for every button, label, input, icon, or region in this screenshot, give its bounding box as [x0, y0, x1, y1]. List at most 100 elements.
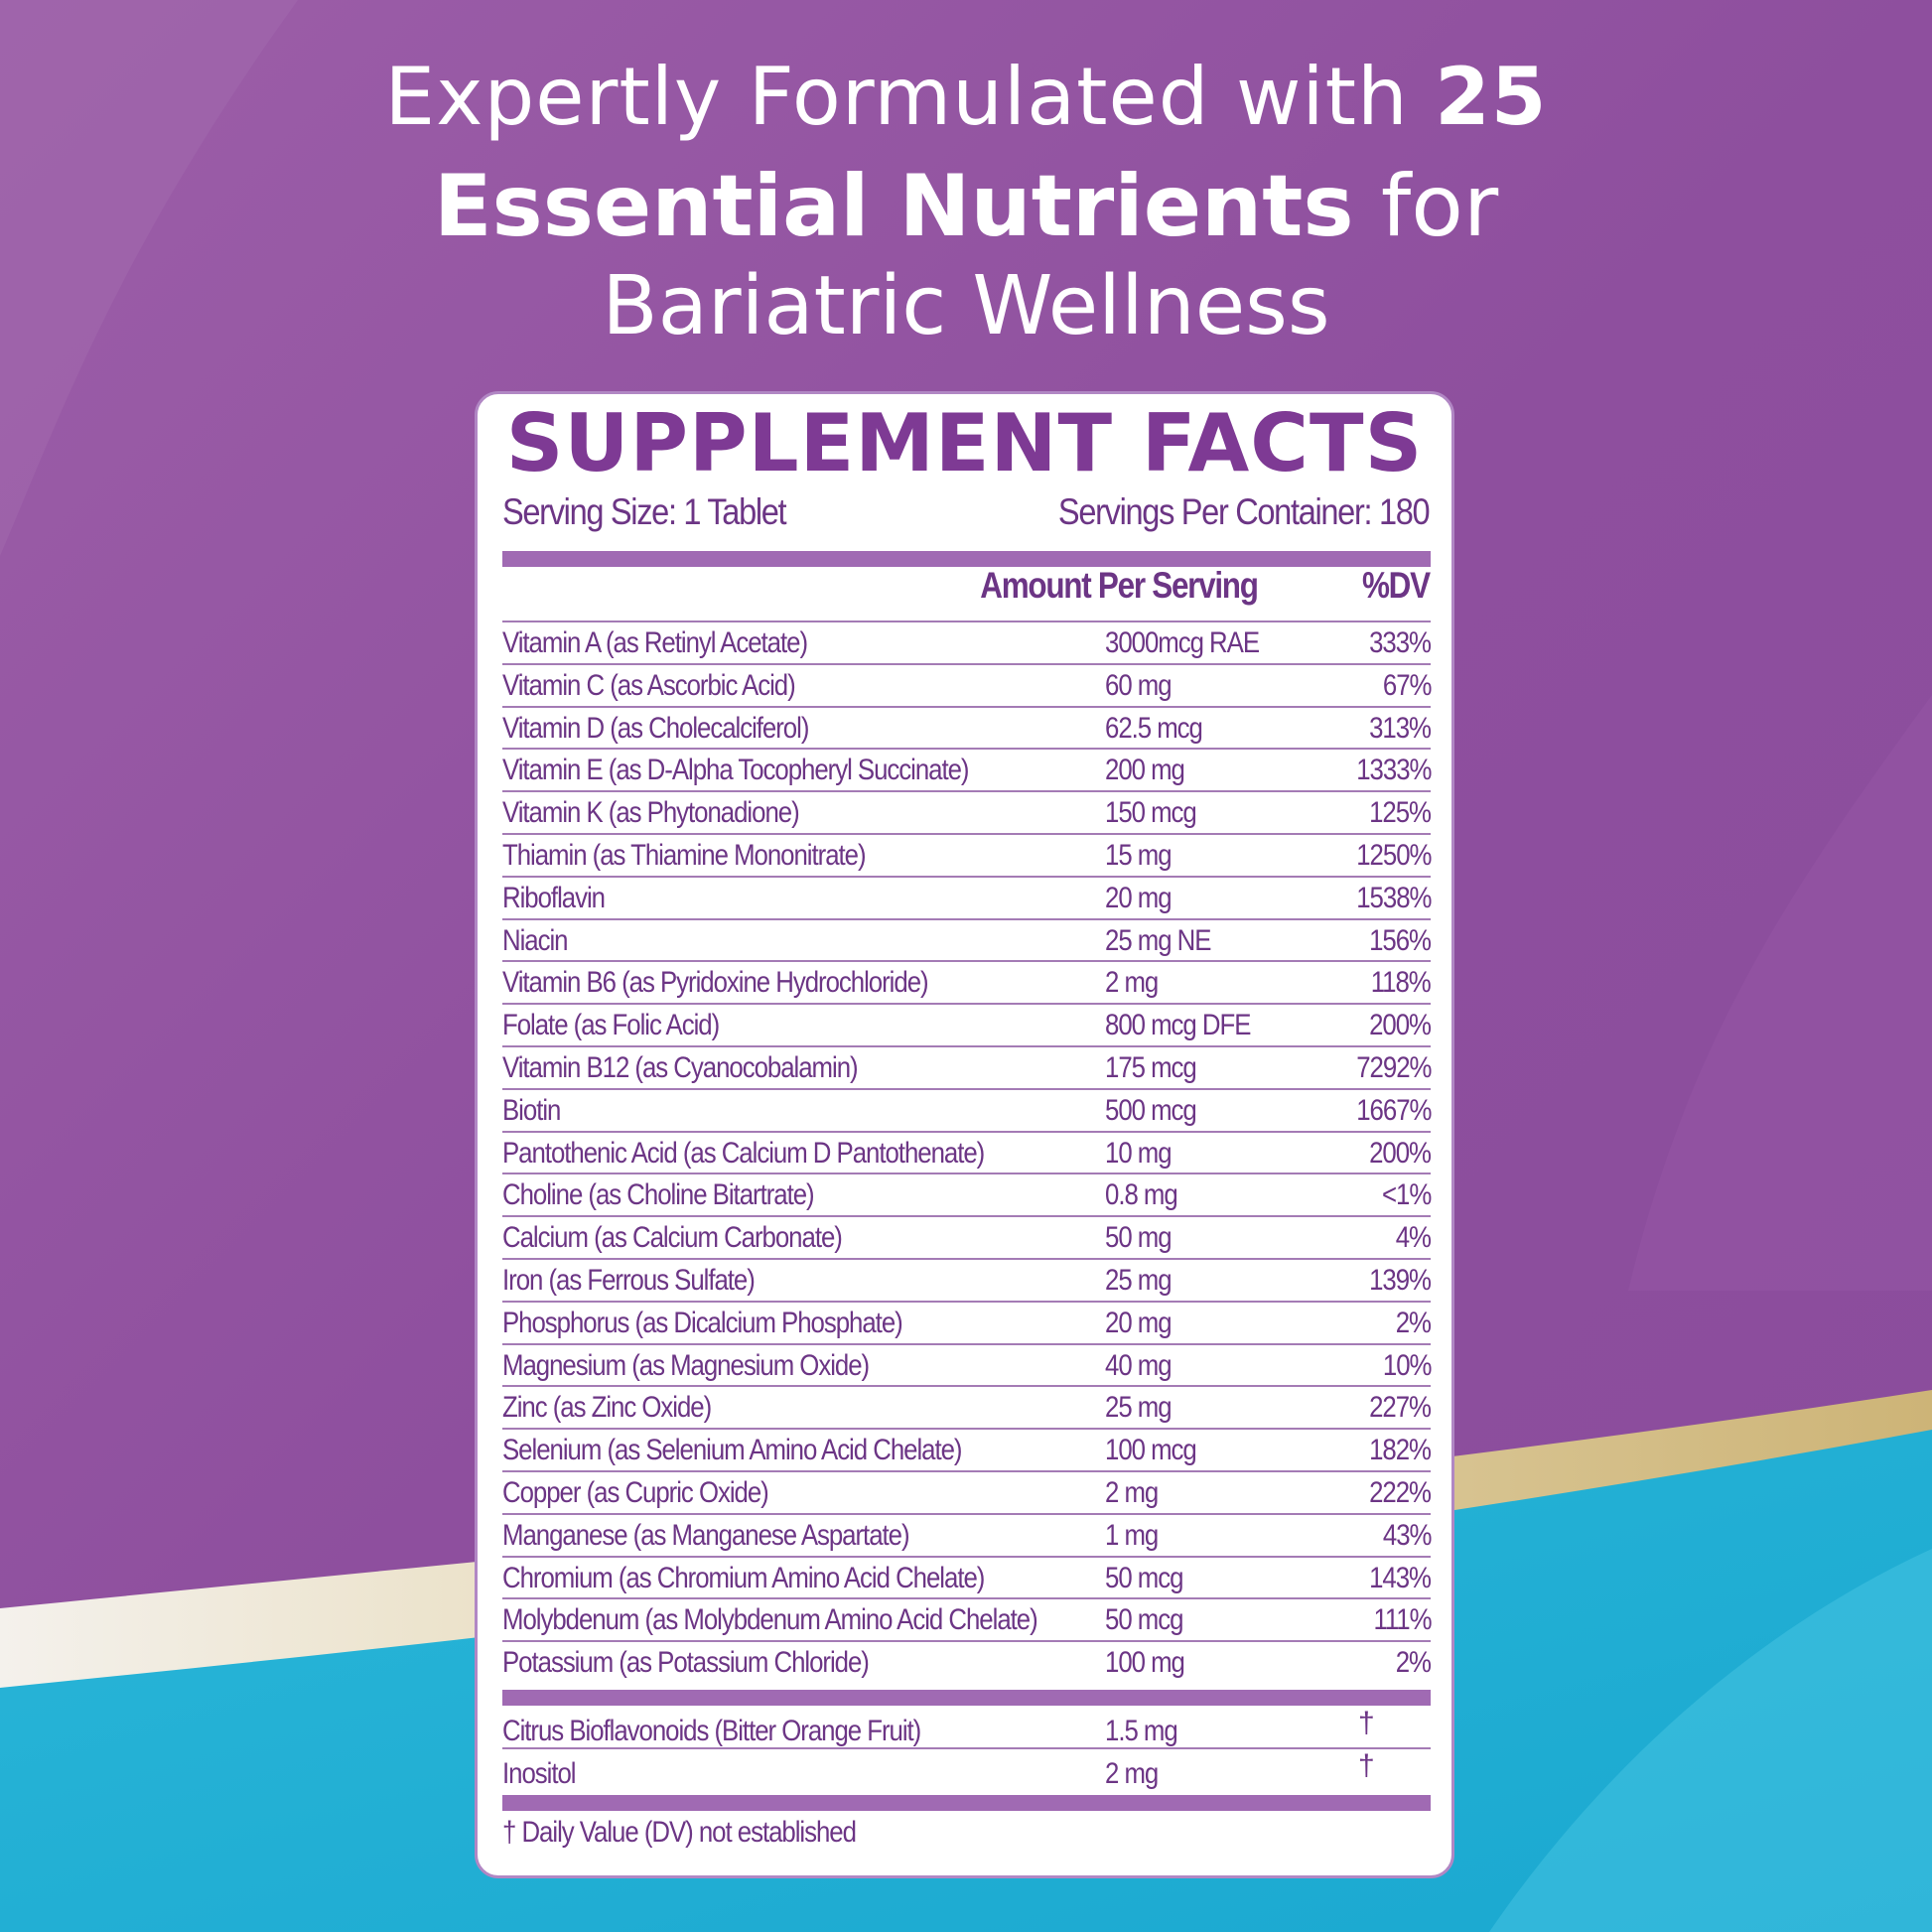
- nutrient-name: Phosphorus (as Dicalcium Phosphate): [502, 1306, 903, 1339]
- nutrient-name: Vitamin B12 (as Cyanocobalamin): [502, 1050, 859, 1084]
- headline-line-1: Expertly Formulated with 25: [384, 51, 1548, 143]
- nutrient-name: Iron (as Ferrous Sulfate): [502, 1263, 756, 1297]
- serving-size: Serving Size: 1 Tablet: [502, 491, 787, 532]
- nutrient-name: Folate (as Folic Acid): [502, 1009, 720, 1042]
- nutrient-amount: 200 mg: [1105, 754, 1185, 787]
- table-row: Magnesium (as Magnesium Oxide) 40 mg 10%: [502, 1342, 1432, 1386]
- nutrient-name: Calcium (as Calcium Carbonate): [502, 1221, 843, 1255]
- table-row: Molybdenum (as Molybdenum Amino Acid Che…: [502, 1597, 1432, 1640]
- nutrient-dv: 111%: [1372, 1603, 1432, 1637]
- nutrient-amount: 20 mg: [1105, 881, 1173, 914]
- nutrient-amount: 3000mcg RAE: [1105, 626, 1260, 659]
- nutrient-dv: 313%: [1369, 711, 1432, 745]
- footnote: † Daily Value (DV) not established: [502, 1816, 857, 1849]
- table-row: Phosphorus (as Dicalcium Phosphate) 20 mg…: [502, 1300, 1432, 1343]
- nutrient-amount: 50 mcg: [1105, 1561, 1183, 1594]
- nutrient-dv: 143%: [1369, 1561, 1432, 1594]
- nutrient-name: Thiamin (as Thiamine Mononitrate): [502, 838, 867, 872]
- nutrient-amount: 100 mcg: [1105, 1434, 1197, 1467]
- nutrient-amount: 500 mcg: [1105, 1093, 1197, 1127]
- table-row: Vitamin K (as Phytonadione) 150 mcg 125%: [502, 790, 1432, 833]
- nutrient-amount: 40 mg: [1105, 1348, 1173, 1382]
- divider-bar-middle: [502, 1690, 1431, 1706]
- column-header-dv: %DV: [1362, 565, 1431, 606]
- nutrient-dv: 67%: [1382, 668, 1432, 702]
- table-row: Potassium (as Potassium Chloride) 100 mg 2…: [502, 1640, 1432, 1683]
- nutrient-dv: 7292%: [1355, 1050, 1432, 1084]
- headline-line-2: Essential Nutrients for: [433, 157, 1499, 256]
- nutrient-dv: 1250%: [1355, 838, 1432, 872]
- nutrient-name: Choline (as Choline Bitartrate): [502, 1178, 815, 1212]
- table-row: Vitamin B12 (as Cyanocobalamin) 175 mcg 72…: [502, 1044, 1432, 1088]
- nutrient-dv: 125%: [1369, 796, 1432, 830]
- ingredient-name: Citrus Bioflavonoids (Bitter Orange Frui…: [502, 1715, 921, 1747]
- nutrient-amount: 2 mg: [1105, 966, 1159, 1000]
- table-row: Vitamin D (as Cholecalciferol) 62.5 mcg 31…: [502, 705, 1432, 749]
- nutrient-name: Vitamin B6 (as Pyridoxine Hydrochloride): [502, 966, 929, 1000]
- table-row: Riboflavin 20 mg 1538%: [502, 875, 1432, 918]
- nutrient-dv: 333%: [1369, 626, 1432, 659]
- nutrient-dv: 10%: [1382, 1348, 1432, 1382]
- nutrient-dv: 43%: [1382, 1518, 1432, 1552]
- ingredient-amount: 2 mg: [1105, 1757, 1159, 1790]
- table-row: Calcium (as Calcium Carbonate) 50 mg 4%: [502, 1215, 1432, 1258]
- nutrient-amount: 50 mg: [1105, 1221, 1173, 1255]
- nutrient-amount: 25 mg: [1105, 1263, 1173, 1297]
- nutrient-name: Zinc (as Zinc Oxide): [502, 1391, 712, 1425]
- nutrient-name: Vitamin C (as Ascorbic Acid): [502, 668, 796, 702]
- nutrient-name: Biotin: [502, 1093, 561, 1127]
- table-row: Manganese (as Manganese Aspartate) 1 mg 43…: [502, 1512, 1432, 1556]
- nutrient-amount: 25 mg: [1105, 1391, 1173, 1425]
- nutrient-amount: 100 mg: [1105, 1646, 1185, 1680]
- ingredient-name: Inositol: [502, 1757, 577, 1790]
- divider-bar-top: [502, 551, 1431, 567]
- column-header-amount: Amount Per Serving: [980, 565, 1260, 606]
- headline-line-3: Bariatric Wellness: [602, 259, 1330, 353]
- nutrient-dv: 4%: [1395, 1221, 1432, 1255]
- table-row: Vitamin B6 (as Pyridoxine Hydrochloride)…: [502, 960, 1432, 1003]
- nutrient-amount: 62.5 mcg: [1105, 711, 1203, 745]
- nutrient-name: Vitamin K (as Phytonadione): [502, 796, 800, 830]
- nutrient-dv: 200%: [1369, 1009, 1432, 1042]
- nutrient-dv: 200%: [1369, 1136, 1432, 1170]
- table-row: Copper (as Cupric Oxide) 2 mg 222%: [502, 1469, 1432, 1513]
- nutrient-dv: 156%: [1369, 923, 1432, 957]
- table-row: Vitamin A (as Retinyl Acetate) 3000mcg RA…: [502, 621, 1432, 663]
- ingredient-amount: 1.5 mg: [1105, 1715, 1178, 1747]
- table-row: Inositol 2 mg †: [502, 1749, 1431, 1792]
- table-row: Citrus Bioflavonoids (Bitter Orange Frui…: [502, 1707, 1431, 1749]
- nutrient-name: Manganese (as Manganese Aspartate): [502, 1518, 910, 1552]
- nutrient-amount: 60 mg: [1105, 668, 1173, 702]
- nutrient-name: Niacin: [502, 923, 569, 957]
- table-row: Vitamin E (as D-Alpha Tocopheryl Succina…: [502, 748, 1432, 790]
- nutrient-dv: 182%: [1369, 1434, 1432, 1467]
- table-row: Thiamin (as Thiamine Mononitrate) 15 mg 12…: [502, 832, 1432, 876]
- table-row: Iron (as Ferrous Sulfate) 25 mg 139%: [502, 1257, 1432, 1301]
- servings-per-container: Servings Per Container: 180: [1057, 491, 1431, 532]
- table-row: Folate (as Folic Acid) 800 mcg DFE 200%: [502, 1003, 1432, 1045]
- nutrient-name: Riboflavin: [502, 881, 606, 914]
- nutrient-table: Vitamin A (as Retinyl Acetate) 3000mcg RA…: [502, 621, 1432, 1683]
- nutrient-dv: 2%: [1395, 1646, 1432, 1680]
- table-row: Niacin 25 mg NE 156%: [502, 917, 1432, 961]
- nutrient-name: Vitamin A (as Retinyl Acetate): [502, 626, 808, 659]
- nutrient-name: Vitamin E (as D-Alpha Tocopheryl Succina…: [502, 754, 970, 787]
- nutrient-name: Copper (as Cupric Oxide): [502, 1475, 769, 1509]
- nutrient-name: Magnesium (as Magnesium Oxide): [502, 1348, 870, 1382]
- table-row: Choline (as Choline Bitartrate) 0.8 mg <1%: [502, 1173, 1432, 1215]
- nutrient-amount: 150 mcg: [1105, 796, 1197, 830]
- table-row: Pantothenic Acid (as Calcium D Pantothen…: [502, 1130, 1432, 1173]
- nutrient-dv: 227%: [1369, 1391, 1432, 1425]
- nutrient-dv: 222%: [1369, 1475, 1432, 1509]
- nutrient-name: Chromium (as Chromium Amino Acid Chelate…: [502, 1561, 985, 1594]
- nutrient-dv: <1%: [1381, 1178, 1432, 1212]
- nutrient-amount: 20 mg: [1105, 1306, 1173, 1339]
- nutrient-amount: 1 mg: [1105, 1518, 1159, 1552]
- nutrient-amount: 50 mcg: [1105, 1603, 1183, 1637]
- table-row: Vitamin C (as Ascorbic Acid) 60 mg 67%: [502, 662, 1432, 706]
- nutrient-dv: 1667%: [1355, 1093, 1432, 1127]
- table-row: Selenium (as Selenium Amino Acid Chelate…: [502, 1428, 1432, 1470]
- nutrient-dv: 139%: [1369, 1263, 1432, 1297]
- supplement-facts-panel: SUPPLEMENT FACTS Serving Size: 1 Tablet …: [475, 391, 1454, 1878]
- facts-title: SUPPLEMENT FACTS: [505, 397, 1424, 489]
